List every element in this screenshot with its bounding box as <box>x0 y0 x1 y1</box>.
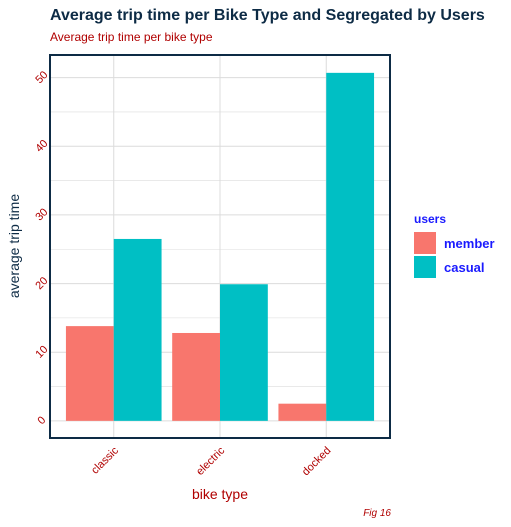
bar-member-docked <box>278 403 327 421</box>
y-tick-label-5: 50 <box>33 69 50 86</box>
caption: Fig 16 <box>363 508 391 519</box>
panel-border <box>49 54 391 439</box>
legend-label-member: member <box>444 235 495 251</box>
legend: users member casual <box>414 212 495 279</box>
x-axis-title: bike type <box>192 486 248 502</box>
bar-member-electric <box>172 332 220 421</box>
legend-title: users <box>414 212 447 226</box>
chart-title: Average trip time per Bike Type and Segr… <box>50 7 485 24</box>
legend-label-casual: casual <box>444 259 485 275</box>
x-tick-label-electric: electric <box>194 444 227 477</box>
y-tick-label-4: 40 <box>33 138 50 155</box>
legend-item-member: member <box>414 231 495 255</box>
legend-item-casual: casual <box>414 255 495 279</box>
legend-key-member <box>414 232 436 254</box>
chart-subtitle: Average trip time per bike type <box>50 30 213 44</box>
y-tick-label-0: 0 <box>36 414 49 427</box>
y-tick-label-3: 30 <box>33 206 50 223</box>
x-tick-label-classic: classic <box>89 444 121 476</box>
x-tick-label-docked: docked <box>300 445 334 479</box>
bar-member-classic <box>65 326 114 421</box>
bars <box>65 72 375 421</box>
bar-casual-docked <box>326 72 375 421</box>
legend-key-casual <box>414 256 436 278</box>
bar-casual-electric <box>220 284 268 421</box>
y-tick-label-1: 10 <box>33 344 50 361</box>
y-axis-title: average trip time <box>6 194 22 298</box>
y-tick-label-2: 20 <box>33 275 50 292</box>
bar-casual-classic <box>113 238 162 421</box>
